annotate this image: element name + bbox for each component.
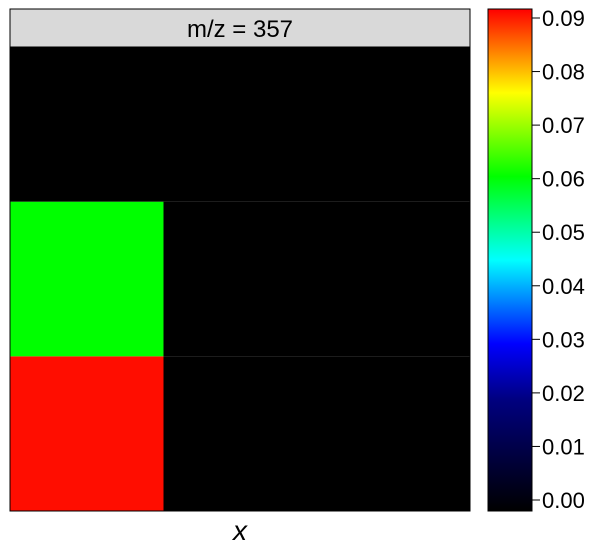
colorbar-tick-label-9: 0.09 [542, 6, 585, 31]
colorbar-tick-label-8: 0.08 [542, 60, 585, 85]
colorbar-ticks: 0.00 0.01 0.02 0.03 0.04 0.05 0.06 0.07 0.08 0.09 [532, 6, 585, 513]
heatmap-cell-0 [10, 356, 164, 511]
x-axis-label: x [231, 515, 248, 546]
colorbar-tick-label-3: 0.03 [542, 327, 585, 352]
heatmap-cells [10, 47, 470, 511]
heatmap-cell-4 [163, 201, 317, 357]
panel-title: m/z = 357 [187, 16, 293, 43]
colorbar-tick-label-7: 0.07 [542, 113, 585, 138]
panel-strip [9, 8, 471, 48]
colorbar-tick-label-5: 0.05 [542, 220, 585, 245]
colorbar-tick-label-2: 0.02 [542, 381, 585, 406]
heatmap-cell-1 [10, 201, 164, 357]
heatmap-cell-6 [317, 356, 470, 511]
plot-border [9, 46, 471, 512]
heatmap-cell-5 [163, 47, 317, 202]
heatmap-cell-8 [317, 47, 470, 202]
colorbar [487, 8, 533, 512]
colorbar-tick-label-0: 0.00 [542, 488, 585, 513]
heatmap-cell-3 [163, 356, 317, 511]
colorbar-tick-label-1: 0.01 [542, 434, 585, 459]
heatmap-cell-7 [317, 201, 470, 357]
heatmap-cell-2 [10, 47, 164, 202]
colorbar-tick-label-6: 0.06 [542, 167, 585, 192]
colorbar-tick-label-4: 0.04 [542, 274, 585, 299]
